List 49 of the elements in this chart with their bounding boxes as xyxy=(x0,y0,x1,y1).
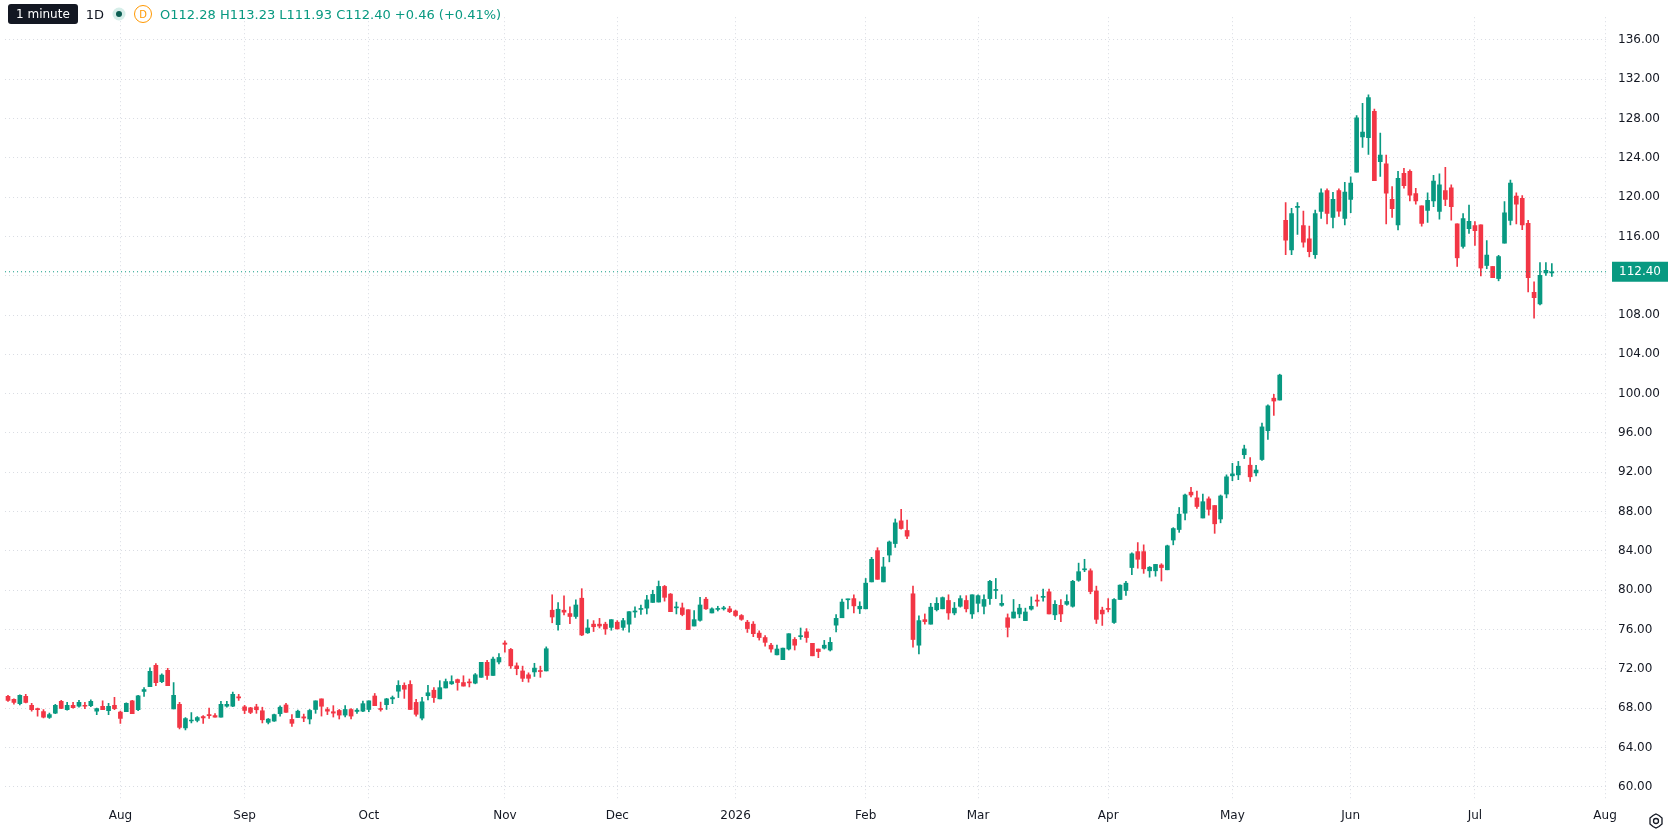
x-tick-label: Mar xyxy=(966,807,990,822)
y-tick-label: 72.00 xyxy=(1618,661,1653,676)
y-tick-label: 128.00 xyxy=(1618,110,1661,125)
x-tick-label: Sep xyxy=(233,807,256,822)
y-tick-label: 80.00 xyxy=(1618,582,1653,597)
x-tick-label: Dec xyxy=(605,807,629,822)
y-tick-label: 104.00 xyxy=(1618,346,1661,361)
ref-line-label: 112.40 xyxy=(1619,263,1662,278)
candlestick xyxy=(549,594,555,624)
x-tick-label: Apr xyxy=(1097,807,1119,822)
chart-title: 1D xyxy=(85,6,105,22)
y-tick-label: 116.00 xyxy=(1618,228,1661,243)
candlestick xyxy=(206,707,212,719)
y-tick-label: 124.00 xyxy=(1618,149,1661,164)
y-tick-label: 76.00 xyxy=(1618,621,1653,636)
candlestick xyxy=(1105,598,1111,613)
x-tick-label: Jul xyxy=(1466,807,1483,822)
candlestick xyxy=(1271,394,1277,416)
y-tick-label: 88.00 xyxy=(1618,503,1653,518)
x-tick-label: Jun xyxy=(1340,807,1361,822)
y-tick-label: 60.00 xyxy=(1618,778,1653,793)
y-tick-label: 68.00 xyxy=(1618,700,1653,715)
x-tick-label: Feb xyxy=(855,807,877,822)
chart-subtitle: O112.28 H113.23 L111.93 C112.40 +0.46 (+0.41%) xyxy=(160,6,502,22)
y-tick-label: 136.00 xyxy=(1618,31,1661,46)
candlestick xyxy=(999,594,1005,607)
x-tick-label: May xyxy=(1220,807,1245,822)
y-tick-label: 120.00 xyxy=(1618,189,1661,204)
x-tick-label: Nov xyxy=(493,807,517,822)
y-tick-label: 96.00 xyxy=(1618,425,1653,440)
x-tick-label: Aug xyxy=(1593,807,1617,822)
x-tick-label: 2026 xyxy=(720,807,751,822)
candlestick xyxy=(1377,132,1383,177)
y-tick-label: 108.00 xyxy=(1618,307,1661,322)
candlestick xyxy=(638,604,644,615)
y-tick-label: 84.00 xyxy=(1618,543,1653,558)
y-tick-label: 132.00 xyxy=(1618,71,1661,86)
candlestick xyxy=(1040,588,1046,602)
x-tick-label: Aug xyxy=(108,807,133,822)
y-tick-label: 64.00 xyxy=(1618,739,1653,754)
candlestick xyxy=(561,595,567,616)
candlestick xyxy=(567,606,573,625)
y-tick-label: 92.00 xyxy=(1618,464,1653,479)
candlestick xyxy=(200,715,206,724)
y-tick-label: 100.00 xyxy=(1618,385,1661,400)
annotation: 1 minute xyxy=(8,4,78,24)
x-tick-label: Oct xyxy=(358,807,380,822)
annotation: D xyxy=(134,5,153,23)
candlestick xyxy=(845,598,851,610)
